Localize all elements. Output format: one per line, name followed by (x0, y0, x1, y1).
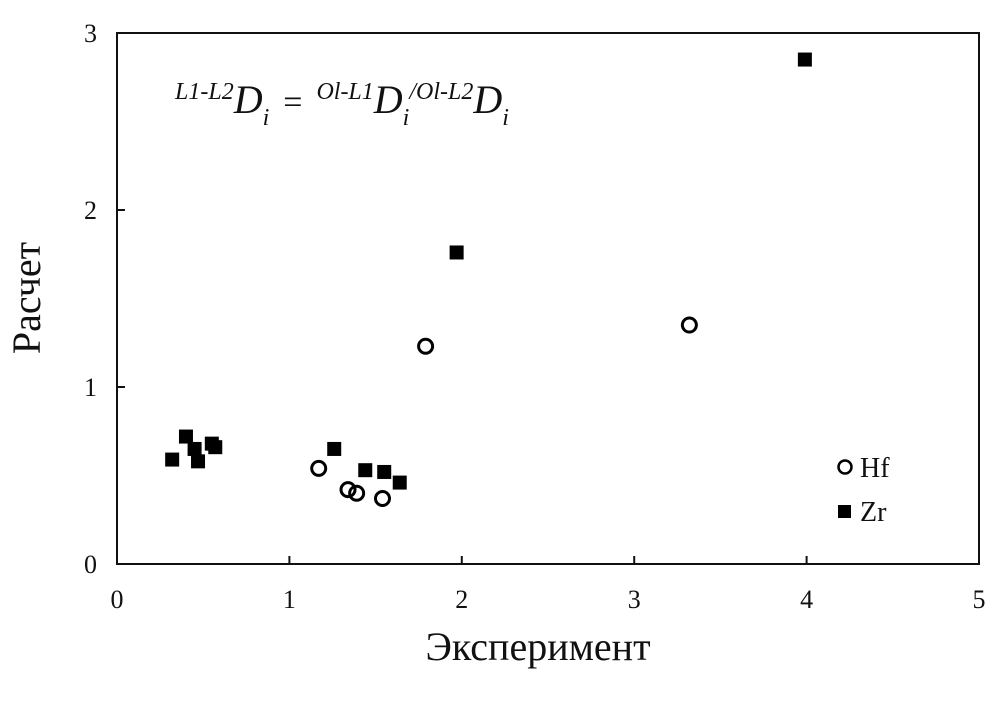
data-point-hf (417, 337, 435, 355)
data-point-hf (373, 490, 391, 508)
data-point-zr (392, 475, 407, 490)
data-point-zr (187, 441, 202, 456)
legend-label-zr: Zr (860, 497, 887, 528)
data-marks (165, 52, 812, 508)
data-point-zr (327, 441, 342, 456)
legend-marker-zr (838, 505, 851, 518)
formula-annotation: L1-L2Di = Ol-L1Di/Ol-L2Di (174, 77, 509, 131)
data-point-zr (191, 454, 206, 469)
data-point-zr (208, 440, 223, 455)
x-tick-label: 1 (283, 585, 296, 614)
data-point-zr (377, 464, 392, 479)
legend: Hf Zr (837, 453, 890, 528)
data-point-hf (348, 484, 366, 502)
x-tick-label: 3 (628, 585, 641, 614)
data-point-hf (310, 459, 328, 477)
x-tick-label: 4 (800, 585, 813, 614)
legend-label-hf: Hf (860, 453, 890, 484)
data-point-hf (339, 481, 357, 499)
y-tick-label: 3 (84, 19, 97, 48)
data-point-zr (449, 245, 464, 260)
y-axis-title: Расчет (4, 242, 49, 354)
legend-marker-hf (837, 459, 853, 475)
x-tick-label: 5 (973, 585, 986, 614)
y-tick-label: 1 (84, 373, 97, 402)
x-axis-title: Эксперимент (425, 624, 650, 669)
x-tick-label: 0 (111, 585, 124, 614)
data-point-zr (165, 452, 180, 467)
plot-area (116, 32, 980, 565)
y-tick-label: 0 (84, 550, 97, 579)
data-point-zr (358, 463, 373, 478)
x-axis: 0 1 2 3 4 5 (111, 556, 986, 614)
data-point-zr (797, 52, 812, 67)
y-tick-label: 2 (84, 196, 97, 225)
x-tick-label: 2 (455, 585, 468, 614)
y-axis: 0 1 2 3 (84, 19, 125, 579)
data-point-hf (680, 316, 698, 334)
data-point-zr (178, 429, 193, 444)
